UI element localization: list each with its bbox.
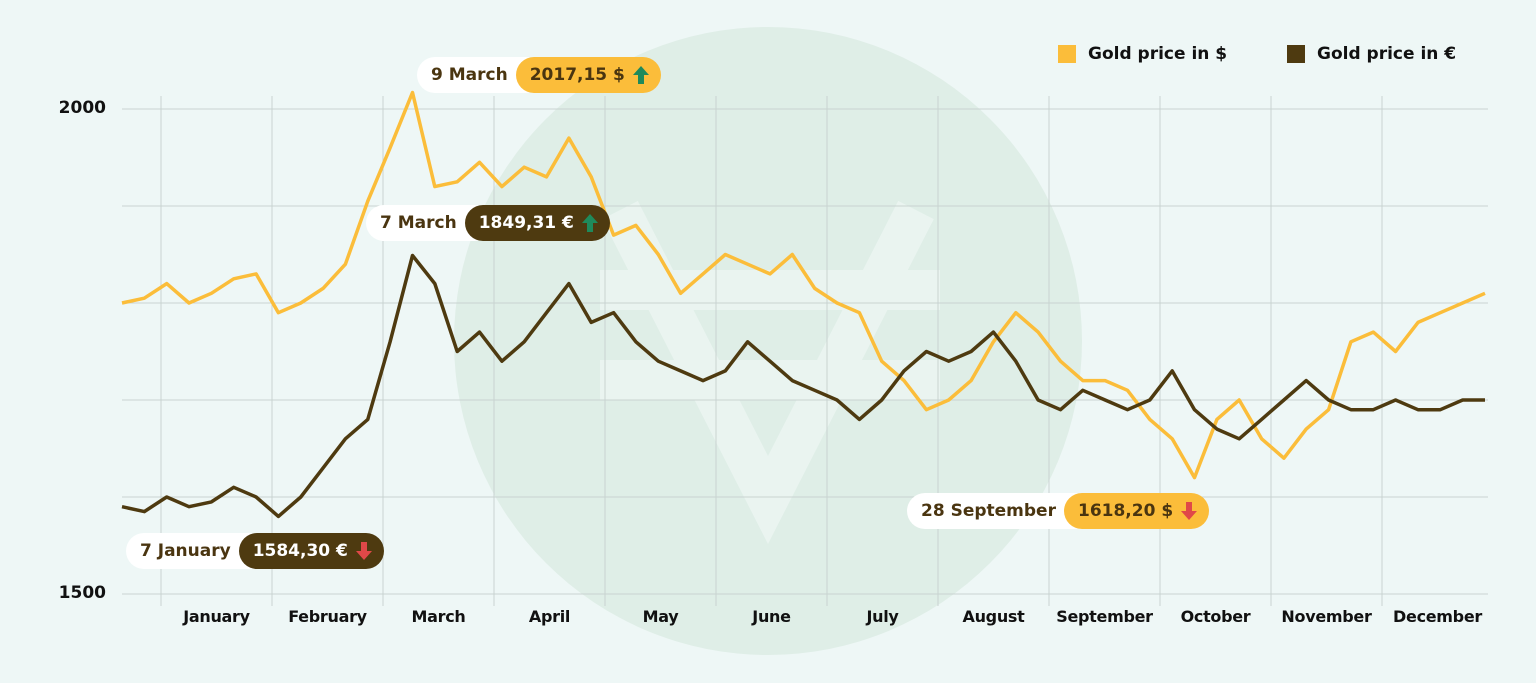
- usd-price-line: [121, 90, 1486, 480]
- callout-value: 1618,20 $: [1063, 493, 1210, 529]
- x-tick-january: January: [183, 607, 250, 626]
- callout-value: 1849,31 €: [464, 205, 610, 241]
- x-tick-march: March: [411, 607, 466, 626]
- callout-usd-high: 9 March 2017,15 $: [417, 57, 661, 93]
- callout-date: 28 September: [907, 493, 1092, 529]
- y-tick-1500: 1500: [58, 583, 106, 603]
- legend-label-usd: Gold price in $: [1088, 44, 1228, 64]
- arrow-up-icon: [632, 66, 649, 84]
- callout-usd-low: 28 September 1618,20 $: [907, 493, 1210, 529]
- arrow-down-icon: [1181, 502, 1198, 520]
- x-tick-may: May: [642, 607, 679, 626]
- x-tick-june: June: [752, 607, 791, 626]
- watermark-circle: [454, 27, 1082, 655]
- x-tick-september: September: [1056, 607, 1153, 626]
- x-tick-october: October: [1180, 607, 1251, 626]
- callout-value-text: 1584,30 €: [252, 541, 348, 561]
- usd-swatch-icon: [1058, 45, 1076, 63]
- x-tick-july: July: [866, 607, 899, 626]
- x-tick-august: August: [962, 607, 1025, 626]
- legend-item-usd: Gold price in $: [1058, 44, 1227, 64]
- eur-swatch-icon: [1287, 45, 1305, 63]
- watermark-euro-dollar-icon: [600, 200, 940, 544]
- legend-item-eur: Gold price in €: [1287, 44, 1456, 64]
- callout-value-text: 1618,20 $: [1077, 501, 1174, 521]
- callout-value-text: 1849,31 €: [478, 213, 574, 233]
- x-tick-november: November: [1281, 607, 1372, 626]
- eur-price-line: [121, 253, 1485, 519]
- callout-eur-low: 7 January 1584,30 €: [126, 533, 384, 569]
- arrow-up-icon: [581, 214, 598, 232]
- callout-eur-high: 7 March 1849,31 €: [366, 205, 610, 241]
- callout-value-text: 2017,15 $: [529, 65, 625, 85]
- callout-value: 1584,30 €: [238, 533, 384, 569]
- x-tick-december: December: [1393, 607, 1482, 626]
- callout-value: 2017,15 $: [515, 57, 661, 93]
- x-tick-february: February: [288, 607, 367, 626]
- arrow-down-icon: [355, 542, 372, 560]
- y-tick-2000: 2000: [58, 98, 106, 118]
- legend-label-eur: Gold price in €: [1317, 44, 1457, 64]
- x-tick-april: April: [528, 607, 571, 626]
